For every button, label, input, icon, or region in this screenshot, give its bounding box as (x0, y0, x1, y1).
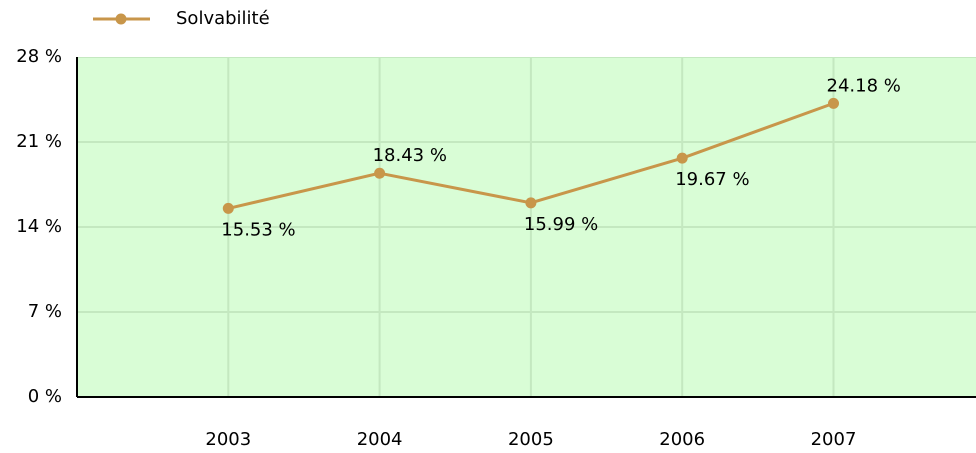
y-tick-label: 7 % (28, 301, 62, 322)
x-tick-label: 2003 (205, 429, 251, 450)
legend-marker (115, 13, 127, 25)
y-tick-label: 28 % (16, 46, 62, 67)
point (222, 202, 234, 214)
y-tick-label: 21 % (16, 131, 62, 152)
data-label: 18.43 % (373, 145, 447, 166)
x-tick-label: 2006 (659, 429, 705, 450)
x-tick-label: 2005 (508, 429, 554, 450)
y-tick-label: 0 % (28, 386, 62, 407)
grid (77, 57, 976, 397)
data-label: 15.53 % (221, 219, 295, 240)
x-tick-label: 2004 (357, 429, 403, 450)
data-label: 15.99 % (524, 214, 598, 235)
point (374, 167, 386, 179)
point (525, 197, 537, 209)
point (828, 97, 839, 109)
point (676, 152, 688, 164)
data-label: 19.67 % (675, 169, 749, 190)
legend-label: Solvabilité (176, 8, 270, 29)
x-tick-label: 2007 (811, 429, 857, 450)
y-tick-label: 14 % (16, 216, 62, 237)
data-label: 24.18 % (827, 75, 901, 96)
